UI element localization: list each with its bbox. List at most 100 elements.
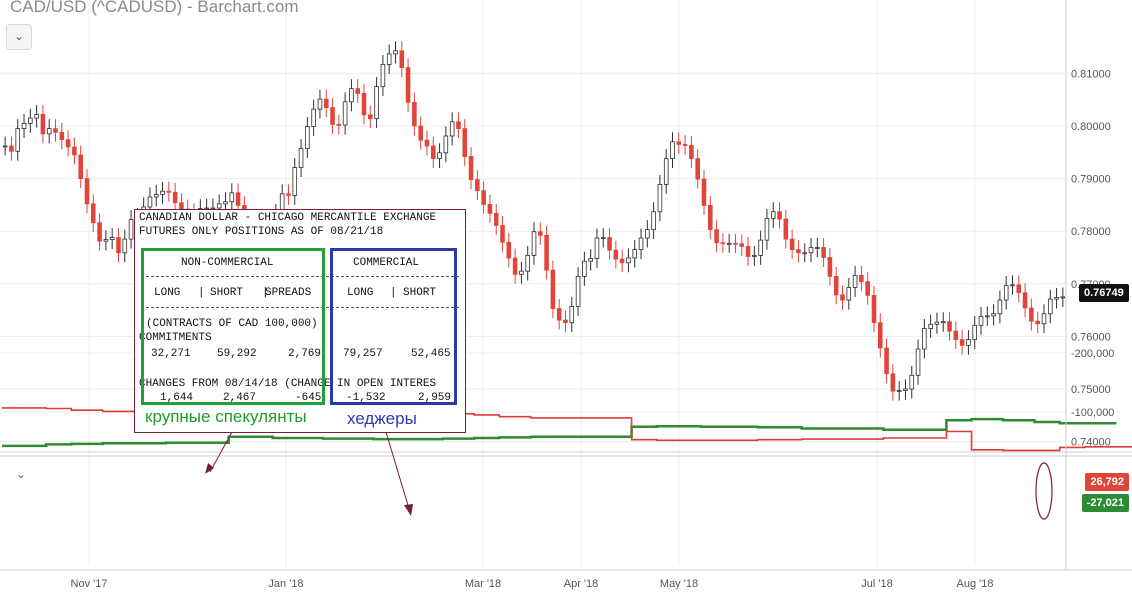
cot-col-short: SHORT [210, 287, 244, 299]
candle-body [475, 179, 480, 192]
candle-body [443, 135, 449, 154]
speculators-arrow [209, 431, 233, 473]
candle-body [556, 308, 562, 321]
arrow-head [404, 504, 413, 516]
cot-header-exchange: CANADIAN DOLLAR - CHICAGO MERCANTILE EXC… [139, 212, 437, 224]
candle-body [896, 390, 902, 392]
candle-body [538, 231, 543, 236]
cot-col-short: SHORT [403, 287, 437, 299]
candle-body [1010, 284, 1015, 287]
candle-body [418, 125, 423, 141]
candle-body [380, 64, 386, 87]
last-price-badge: 0.76749 [1079, 284, 1129, 302]
candle-body [323, 98, 329, 108]
candle-body [40, 114, 46, 135]
candle-body [349, 88, 354, 103]
candle-body [613, 249, 619, 260]
candle-body [305, 126, 310, 150]
candle-body [991, 313, 996, 317]
candle-body [739, 243, 745, 247]
candle-body [607, 237, 612, 251]
cot-commercial-label: COMMERCIAL [353, 257, 420, 269]
candle-body [437, 152, 442, 160]
candle-body [840, 294, 845, 301]
candle-body [166, 190, 172, 193]
x-tick-label: Aug '18 [957, 578, 994, 590]
candle-body [1035, 320, 1040, 325]
candle-body [676, 141, 682, 145]
candle-body [153, 193, 159, 198]
candle-body [97, 222, 102, 242]
candle-body [600, 237, 606, 239]
candle-body [720, 242, 726, 245]
cot-value-badge-red: 26,792 [1085, 473, 1129, 491]
cot-change-spreads: -645 [295, 392, 322, 404]
cot-sep: | [262, 287, 269, 299]
candle-body [569, 306, 575, 324]
candle-body [1047, 298, 1053, 315]
candle-body [859, 274, 864, 283]
candle-body [317, 98, 323, 110]
candle-body [701, 178, 707, 206]
candle-body [777, 211, 782, 220]
annotation-arrows [205, 431, 1053, 520]
x-tick-label: Apr '18 [564, 578, 599, 590]
cot-commit-com-long: 79,257 [343, 348, 383, 360]
cot-col-spreads: SPREADS [265, 287, 312, 299]
noncommercial-highlight [141, 248, 325, 405]
candle-body [789, 238, 795, 251]
candle-body [934, 321, 940, 325]
candle-body [481, 190, 486, 205]
candle-body [985, 315, 990, 318]
candle-body [833, 276, 839, 296]
noncommercial-net-line [2, 417, 1117, 448]
candle-body [877, 322, 883, 349]
candle-body [1016, 284, 1022, 294]
candle-body [368, 114, 373, 120]
candle-body [978, 316, 984, 326]
candle-body [53, 128, 58, 133]
cot-divider [141, 276, 459, 277]
candle-body [852, 274, 858, 288]
candle-body [122, 238, 128, 254]
candle-body [424, 139, 430, 147]
cot-change-noncom-short: 2,467 [223, 392, 257, 404]
candle-body [412, 101, 417, 127]
candle-body [531, 231, 537, 256]
candle-body [582, 260, 587, 277]
candle-body [827, 257, 833, 277]
hedgers-annotation: хеджеры [347, 409, 417, 428]
candle-body [65, 139, 71, 148]
candle-body [758, 239, 763, 256]
candle-body [544, 234, 549, 271]
candle-body [663, 158, 669, 185]
candle-body [802, 252, 808, 255]
cot-commit-spreads: 2,769 [288, 348, 322, 360]
chevron-down-icon[interactable]: ⌄ [6, 24, 32, 50]
candle-body [9, 145, 14, 152]
candle-body [796, 249, 801, 254]
candle-body [229, 192, 235, 203]
candle-body [682, 143, 688, 146]
candle-body [519, 270, 524, 275]
candle-body [1029, 307, 1034, 322]
candle-body [915, 348, 921, 376]
x-tick-label: May '18 [660, 578, 698, 590]
candle-body [770, 211, 776, 219]
candle-body [638, 237, 644, 250]
cot-report-box: CANADIAN DOLLAR - CHICAGO MERCANTILE EXC… [134, 209, 466, 433]
candle-body [172, 191, 178, 204]
cot-divider [141, 307, 459, 308]
candle-body [733, 242, 738, 245]
cot-header-date: FUTURES ONLY POSITIONS AS OF 08/21/18 [139, 226, 384, 238]
cot-commit-noncom-short: 59,292 [217, 348, 257, 360]
candle-body [103, 239, 109, 242]
candle-body [342, 101, 348, 126]
candle-body [361, 92, 367, 116]
candle-body [336, 124, 342, 126]
candle-body [46, 128, 52, 135]
candle-body [657, 183, 663, 213]
candle-body [116, 237, 121, 254]
candle-body [506, 241, 512, 259]
cot-commitments-label: COMMITMENTS [139, 332, 212, 344]
